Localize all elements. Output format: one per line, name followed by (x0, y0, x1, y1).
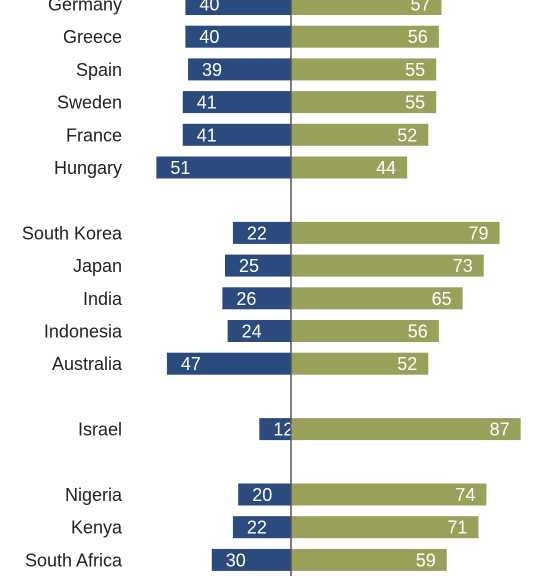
bar-left (211, 548, 291, 571)
right-value-label: 65 (432, 289, 452, 309)
bar-left (232, 221, 291, 244)
bar-left (225, 254, 291, 277)
right-value-label: 59 (416, 550, 436, 570)
left-value-label: 30 (226, 550, 246, 570)
country-label: Spain (76, 60, 122, 80)
country-label: Sweden (57, 93, 122, 113)
bar-right (291, 320, 439, 342)
country-label: Kenya (71, 518, 123, 538)
bar-left (259, 418, 291, 441)
bar-right (291, 91, 437, 114)
bar-left (185, 0, 291, 15)
right-value-label: 73 (453, 256, 473, 276)
right-value-label: 52 (397, 125, 417, 145)
bars-layer: Germany 40 57 Greece 40 56 Spain 39 55 Sweden 41 55… (22, 0, 521, 571)
country-label: Hungary (54, 158, 122, 178)
bar-right (291, 548, 447, 571)
right-value-label: 56 (408, 322, 428, 342)
left-value-label: 25 (239, 256, 259, 276)
bar-right (291, 123, 429, 146)
country-label: Israel (78, 420, 122, 440)
right-value-label: 56 (408, 27, 428, 47)
bar-left (166, 352, 291, 375)
bar-left (156, 156, 291, 179)
left-value-label: 22 (247, 223, 267, 243)
left-value-label: 20 (252, 485, 272, 505)
bar-right (291, 516, 479, 539)
bar-right (291, 0, 442, 15)
left-value-label: 39 (202, 60, 222, 80)
right-value-label: 44 (376, 158, 396, 178)
bar-right (291, 221, 500, 244)
right-value-label: 74 (455, 485, 475, 505)
bar-right (291, 25, 439, 48)
country-label: Indonesia (44, 322, 123, 342)
country-label: France (66, 125, 122, 145)
right-value-label: 52 (397, 354, 417, 374)
left-value-label: 22 (247, 518, 267, 538)
country-label: South Africa (25, 550, 123, 570)
bar-right (291, 287, 463, 310)
right-value-label: 55 (405, 93, 425, 113)
country-label: Australia (52, 354, 123, 374)
bar-right (291, 352, 429, 375)
bar-right (291, 483, 487, 506)
bar-right (291, 254, 484, 277)
bar-left (188, 58, 291, 81)
bar-right (291, 156, 408, 179)
left-value-label: 47 (181, 354, 201, 374)
bar-left (182, 123, 291, 146)
left-value-label: 40 (199, 27, 219, 47)
right-value-label: 55 (405, 60, 425, 80)
country-label: Japan (73, 256, 122, 276)
bar-left (238, 483, 291, 506)
left-value-label: 26 (236, 289, 256, 309)
left-value-label: 40 (199, 0, 219, 15)
country-label: Greece (63, 27, 122, 47)
bar-left (222, 287, 291, 310)
country-label: South Korea (22, 223, 123, 243)
bar-left (185, 25, 291, 48)
bar-right (291, 418, 521, 441)
right-value-label: 57 (410, 0, 430, 15)
right-value-label: 71 (447, 518, 467, 538)
country-label: Nigeria (65, 485, 123, 505)
right-value-label: 79 (469, 223, 489, 243)
bar-right (291, 58, 437, 81)
left-value-label: 41 (197, 93, 217, 113)
left-value-label: 51 (170, 158, 190, 178)
left-value-label: 41 (197, 125, 217, 145)
country-label: India (83, 289, 123, 309)
country-label: Germany (48, 0, 122, 15)
left-value-label: 24 (242, 322, 262, 342)
bar-left (182, 91, 291, 114)
right-value-label: 87 (490, 420, 510, 440)
bar-left (227, 320, 291, 342)
left-value-label: 12 (273, 420, 293, 440)
bar-left (232, 516, 291, 539)
